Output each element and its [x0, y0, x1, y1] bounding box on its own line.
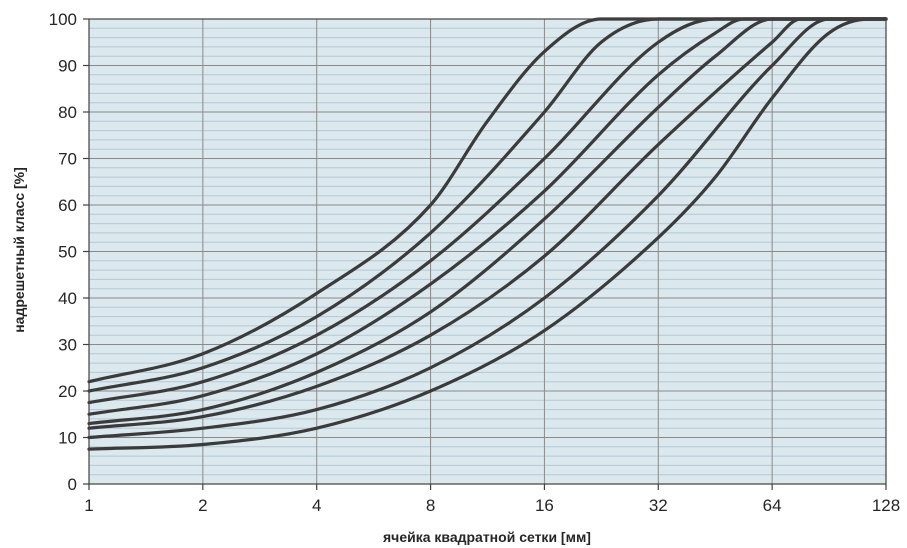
- grading-curve-5: [87, 17, 888, 426]
- y-tick-label: 80: [58, 103, 77, 122]
- grading-curve-7: [87, 17, 888, 440]
- y-tick-label: 20: [58, 382, 77, 401]
- x-tick-label: 16: [535, 496, 554, 515]
- y-tick-label: 30: [58, 336, 77, 355]
- x-tick-label: 128: [872, 496, 900, 515]
- x-tick-label: 2: [198, 496, 207, 515]
- x-axis-title: ячейка квадратной сетки [мм]: [383, 529, 591, 545]
- y-tick-label: 70: [58, 150, 77, 169]
- y-tick-label: 40: [58, 289, 77, 308]
- y-tick-label: 0: [68, 475, 77, 494]
- y-tick-label: 10: [58, 429, 77, 448]
- x-tick-label: 4: [312, 496, 321, 515]
- axes: [83, 18, 887, 490]
- grading-curve-8: [87, 17, 888, 451]
- grading-curve-6: [87, 17, 888, 430]
- y-tick-label: 100: [49, 10, 77, 29]
- y-tick-labels: 0 10 20 30 40 50 60 70 80 90 100: [49, 10, 77, 494]
- x-tick-labels: 1 2 4 8 16 32 64 128: [84, 496, 900, 515]
- grading-curve-4: [87, 17, 888, 416]
- x-tick-label: 64: [763, 496, 782, 515]
- x-tick-label: 1: [84, 496, 93, 515]
- x-tick-label: 8: [426, 496, 435, 515]
- y-axis-title: надрешетный класс [%]: [11, 167, 27, 333]
- y-tick-label: 60: [58, 196, 77, 215]
- y-tick-label: 90: [58, 57, 77, 76]
- y-tick-label: 50: [58, 243, 77, 262]
- x-tick-label: 32: [649, 496, 668, 515]
